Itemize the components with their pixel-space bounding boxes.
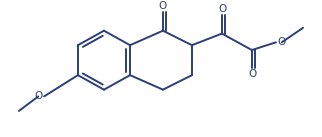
- Text: O: O: [159, 1, 167, 11]
- Text: O: O: [219, 4, 227, 14]
- Text: O: O: [35, 91, 43, 101]
- Text: O: O: [249, 69, 257, 79]
- Text: O: O: [277, 37, 285, 47]
